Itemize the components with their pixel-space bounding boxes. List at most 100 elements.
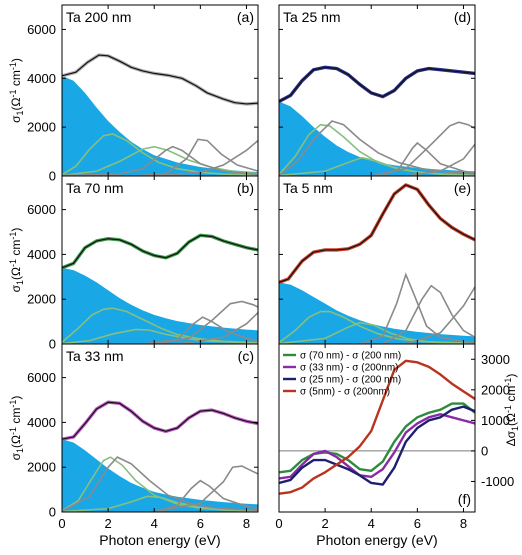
y-tick-label: 0 <box>481 443 488 458</box>
y-axis-label-part: -1 <box>8 427 18 435</box>
measured-line <box>62 400 258 441</box>
y-axis-label-part: σ <box>9 452 23 460</box>
y-axis-label-part: 1 <box>15 110 25 115</box>
oscillator-4 <box>154 479 258 512</box>
y-axis-label-part: cm <box>504 386 518 405</box>
y-axis-label-part: -1 <box>503 378 513 386</box>
legend-label: σ (70 nm) - σ (200 nm) <box>300 351 401 362</box>
x-axis-label: Photon energy (eV) <box>99 532 220 548</box>
x-tick-label: 0 <box>58 516 65 531</box>
measured-line <box>279 183 475 284</box>
series-line-4 <box>279 359 475 495</box>
series-line-2 <box>279 413 475 480</box>
plot-area-a <box>62 53 258 176</box>
y-axis-label: σ1(Ω-1 cm-1) <box>8 396 25 461</box>
y-tick-label: 0 <box>49 505 56 520</box>
y-tick-label: 0 <box>49 169 56 184</box>
oscillator-6 <box>405 143 475 176</box>
measured-line <box>62 233 258 270</box>
panel-title: Ta 33 nm <box>66 348 124 364</box>
y-tick-label: 2000 <box>27 460 56 475</box>
oscillator-4 <box>382 141 475 176</box>
y-axis-label-part: (Ω <box>504 413 518 426</box>
oscillator-3 <box>359 272 475 344</box>
y-axis-label-part: 1 <box>510 426 520 431</box>
drude-area <box>62 267 258 344</box>
y-tick-label: 6000 <box>27 22 56 37</box>
panel-d: Ta 25 nm (d) <box>278 4 476 177</box>
drude-area <box>62 75 258 176</box>
x-tick-label: 0 <box>275 516 282 531</box>
oscillator-4 <box>131 138 258 176</box>
panel-title: Ta 5 nm <box>283 180 333 196</box>
y-tick-label: 2000 <box>481 382 510 397</box>
panel-e: Ta 5 nm (e) <box>278 175 476 345</box>
y-axis-label-part: cm <box>9 240 23 259</box>
y-axis-label-part: σ <box>9 115 23 123</box>
y-axis-label-part: ) <box>9 228 23 232</box>
y-axis-label-part: -1 <box>503 405 513 413</box>
x-tick-label: 4 <box>151 516 158 531</box>
fit-line <box>279 184 475 283</box>
drude-area <box>279 101 475 176</box>
y-axis-label-part: ) <box>504 374 518 378</box>
y-axis-label-part: cm <box>9 408 23 427</box>
y-axis-label-part: 1 <box>15 280 25 285</box>
drude-area <box>279 282 475 344</box>
y-axis-label-part: Δσ <box>504 430 518 446</box>
panel-title: Ta 200 nm <box>66 9 131 25</box>
x-tick-label: 8 <box>243 516 250 531</box>
panel-title: Ta 70 nm <box>66 180 124 196</box>
x-tick-label: 8 <box>460 516 467 531</box>
y-axis-label-part: (Ω <box>9 435 23 448</box>
y-axis-label-part: ) <box>9 58 23 62</box>
y-axis-label-part: (Ω <box>9 267 23 280</box>
y-axis-label: Δσ1(Ω-1 cm-1) <box>503 374 520 447</box>
panel-label: (d) <box>454 9 471 25</box>
y-axis-label-part: ) <box>9 396 23 400</box>
x-tick-label: 2 <box>322 516 329 531</box>
y-axis-label-part: -1 <box>8 400 18 408</box>
panel-c: 0 2 4 6 8 0 2000 4000 6000 Ta 33 nm (c) Photon ener… <box>8 343 259 548</box>
panel-label: (c) <box>238 348 254 364</box>
y-axis-label-part: (Ω <box>9 97 23 110</box>
plot-area-d <box>279 65 475 176</box>
plot-area-c <box>62 400 258 512</box>
oscillator-3 <box>279 120 475 176</box>
fit-line <box>62 234 258 269</box>
fit-line <box>62 54 258 105</box>
x-axis-label: Photon energy (eV) <box>316 532 437 548</box>
y-tick-label: 3000 <box>481 352 510 367</box>
y-tick-label: 4000 <box>27 71 56 86</box>
y-axis-label-part: -1 <box>8 89 18 97</box>
plot-area-e <box>279 183 475 344</box>
oscillator-5 <box>154 465 258 512</box>
oscillator-3 <box>62 456 258 512</box>
oscillator-2 <box>62 495 258 512</box>
y-axis-label-part: 1 <box>15 448 25 453</box>
oscillator-4 <box>154 300 258 344</box>
oscillator-1 <box>62 133 258 176</box>
panel-title: Ta 25 nm <box>283 9 341 25</box>
y-tick-label: 4000 <box>27 415 56 430</box>
x-tick-label: 2 <box>105 516 112 531</box>
y-tick-label: -1000 <box>481 474 514 489</box>
x-tick-label: 4 <box>368 516 375 531</box>
y-axis-label: σ1(Ω-1 cm-1) <box>8 58 25 123</box>
y-tick-label: 2000 <box>27 120 56 135</box>
measured-line <box>62 53 258 106</box>
oscillator-2 <box>279 156 475 176</box>
oscillator-2 <box>279 321 475 344</box>
drude-area <box>62 439 258 512</box>
y-axis-label-part: -1 <box>8 259 18 267</box>
y-axis-label-part: σ <box>9 284 23 292</box>
panel-frame <box>61 343 259 513</box>
legend-label: σ (5nm) - σ (200nm) <box>300 387 390 398</box>
fit-line <box>62 401 258 440</box>
legend-label: σ (25 nm) - σ (200 nm) <box>300 375 401 386</box>
fit-line <box>279 66 475 103</box>
